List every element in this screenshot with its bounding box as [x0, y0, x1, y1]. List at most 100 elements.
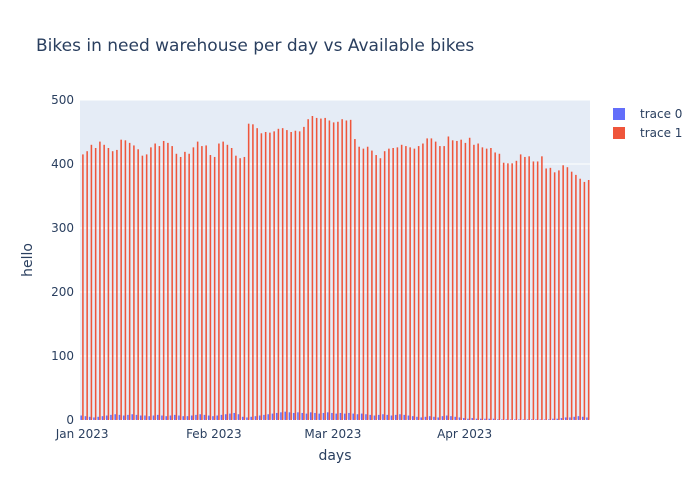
bar-trace-0	[139, 415, 142, 420]
bar-trace-0	[224, 414, 227, 420]
bar-trace-0	[254, 416, 257, 420]
bar-trace-1	[235, 155, 237, 420]
bar-trace-1	[256, 128, 258, 420]
bar-trace-1	[485, 148, 488, 420]
bar-trace-0	[543, 419, 546, 420]
bar-trace-0	[186, 416, 189, 420]
bar-trace-1	[239, 158, 241, 421]
bar-trace-1	[307, 119, 309, 420]
bar-trace-0	[88, 416, 91, 420]
bar-trace-0	[467, 418, 469, 420]
bar-trace-0	[203, 414, 206, 420]
bar-trace-1	[286, 130, 288, 420]
bar-trace-1	[188, 153, 190, 420]
bar-trace-0	[318, 413, 320, 420]
bar-trace-0	[556, 418, 558, 420]
bar-trace-0	[156, 414, 159, 420]
bar-trace-0	[288, 412, 291, 420]
y-tick-label: 100	[51, 349, 74, 363]
bar-trace-0	[250, 416, 252, 420]
bar-trace-1	[413, 148, 416, 420]
bar-trace-0	[110, 414, 112, 420]
bar-trace-1	[315, 117, 318, 421]
bar-trace-1	[430, 138, 433, 420]
bar-trace-1	[498, 153, 501, 420]
y-tick-label: 200	[51, 285, 74, 299]
x-axis-title: days	[318, 448, 351, 464]
bar-trace-1	[103, 144, 105, 421]
bar-trace-0	[513, 419, 516, 420]
bar-trace-0	[437, 417, 439, 420]
bar-trace-0	[450, 416, 452, 420]
bar-trace-1	[464, 142, 467, 420]
bar-trace-1	[252, 124, 254, 420]
bar-trace-0	[518, 419, 520, 420]
bar-trace-1	[175, 153, 178, 420]
bar-trace-0	[441, 416, 444, 420]
bar-trace-0	[118, 414, 121, 420]
legend-swatch[interactable]	[613, 127, 625, 139]
bar-trace-0	[135, 414, 138, 420]
bar-trace-1	[366, 146, 369, 420]
bar-trace-0	[505, 419, 507, 420]
bar-trace-1	[145, 154, 148, 420]
legend-label[interactable]: trace 1	[640, 126, 682, 140]
bar-trace-1	[473, 144, 475, 421]
legend-swatch[interactable]	[613, 108, 625, 120]
bar-trace-0	[356, 414, 359, 420]
bar-trace-0	[105, 415, 108, 420]
bar-trace-0	[382, 414, 384, 420]
x-tick-label: Feb 2023	[186, 427, 242, 441]
bar-trace-1	[456, 140, 458, 420]
bar-trace-1	[141, 155, 144, 420]
bar-trace-1	[383, 151, 386, 420]
x-tick-label: Jan 2023	[55, 427, 109, 441]
bar-trace-0	[280, 412, 282, 420]
bar-trace-0	[114, 414, 116, 420]
bar-trace-1	[439, 146, 441, 420]
bar-trace-1	[400, 144, 403, 421]
bar-trace-0	[577, 416, 580, 420]
bar-trace-0	[229, 413, 231, 420]
bar-trace-0	[93, 417, 95, 420]
bar-trace-1	[468, 137, 471, 420]
bar-trace-0	[475, 418, 478, 420]
bar-trace-0	[233, 412, 235, 420]
bar-trace-0	[309, 412, 312, 420]
bar-trace-1	[515, 160, 518, 421]
bar-trace-1	[205, 145, 207, 420]
x-tick-label: Mar 2023	[304, 427, 361, 441]
bar-trace-1	[583, 181, 586, 420]
bar-trace-1	[294, 130, 297, 420]
bar-trace-0	[97, 416, 99, 420]
bar-trace-1	[409, 147, 411, 421]
bar-trace-1	[264, 132, 267, 420]
bar-trace-0	[484, 418, 486, 420]
bar-trace-1	[226, 144, 229, 421]
bar-trace-0	[246, 417, 248, 420]
bar-trace-1	[162, 140, 165, 420]
bar-trace-1	[388, 148, 390, 420]
bar-trace-1	[303, 126, 305, 420]
bar-trace-1	[341, 119, 343, 420]
bar-trace-0	[144, 415, 146, 420]
bar-trace-1	[553, 172, 556, 420]
bar-trace-0	[152, 415, 155, 420]
bar-trace-1	[281, 128, 284, 420]
bar-trace-0	[343, 413, 346, 420]
bar-trace-0	[552, 418, 554, 420]
bar-trace-1	[434, 141, 437, 420]
bar-trace-0	[305, 413, 308, 420]
bar-trace-0	[220, 414, 223, 420]
bar-trace-1	[133, 145, 135, 420]
bar-trace-1	[167, 142, 169, 420]
bar-trace-0	[581, 416, 584, 420]
bar-trace-0	[190, 415, 193, 420]
bar-trace-1	[511, 163, 513, 421]
legend-label[interactable]: trace 0	[640, 107, 682, 121]
bar-trace-1	[328, 120, 331, 420]
bar-trace-1	[587, 180, 590, 420]
bar-trace-0	[297, 412, 299, 420]
bar-trace-1	[502, 162, 505, 420]
